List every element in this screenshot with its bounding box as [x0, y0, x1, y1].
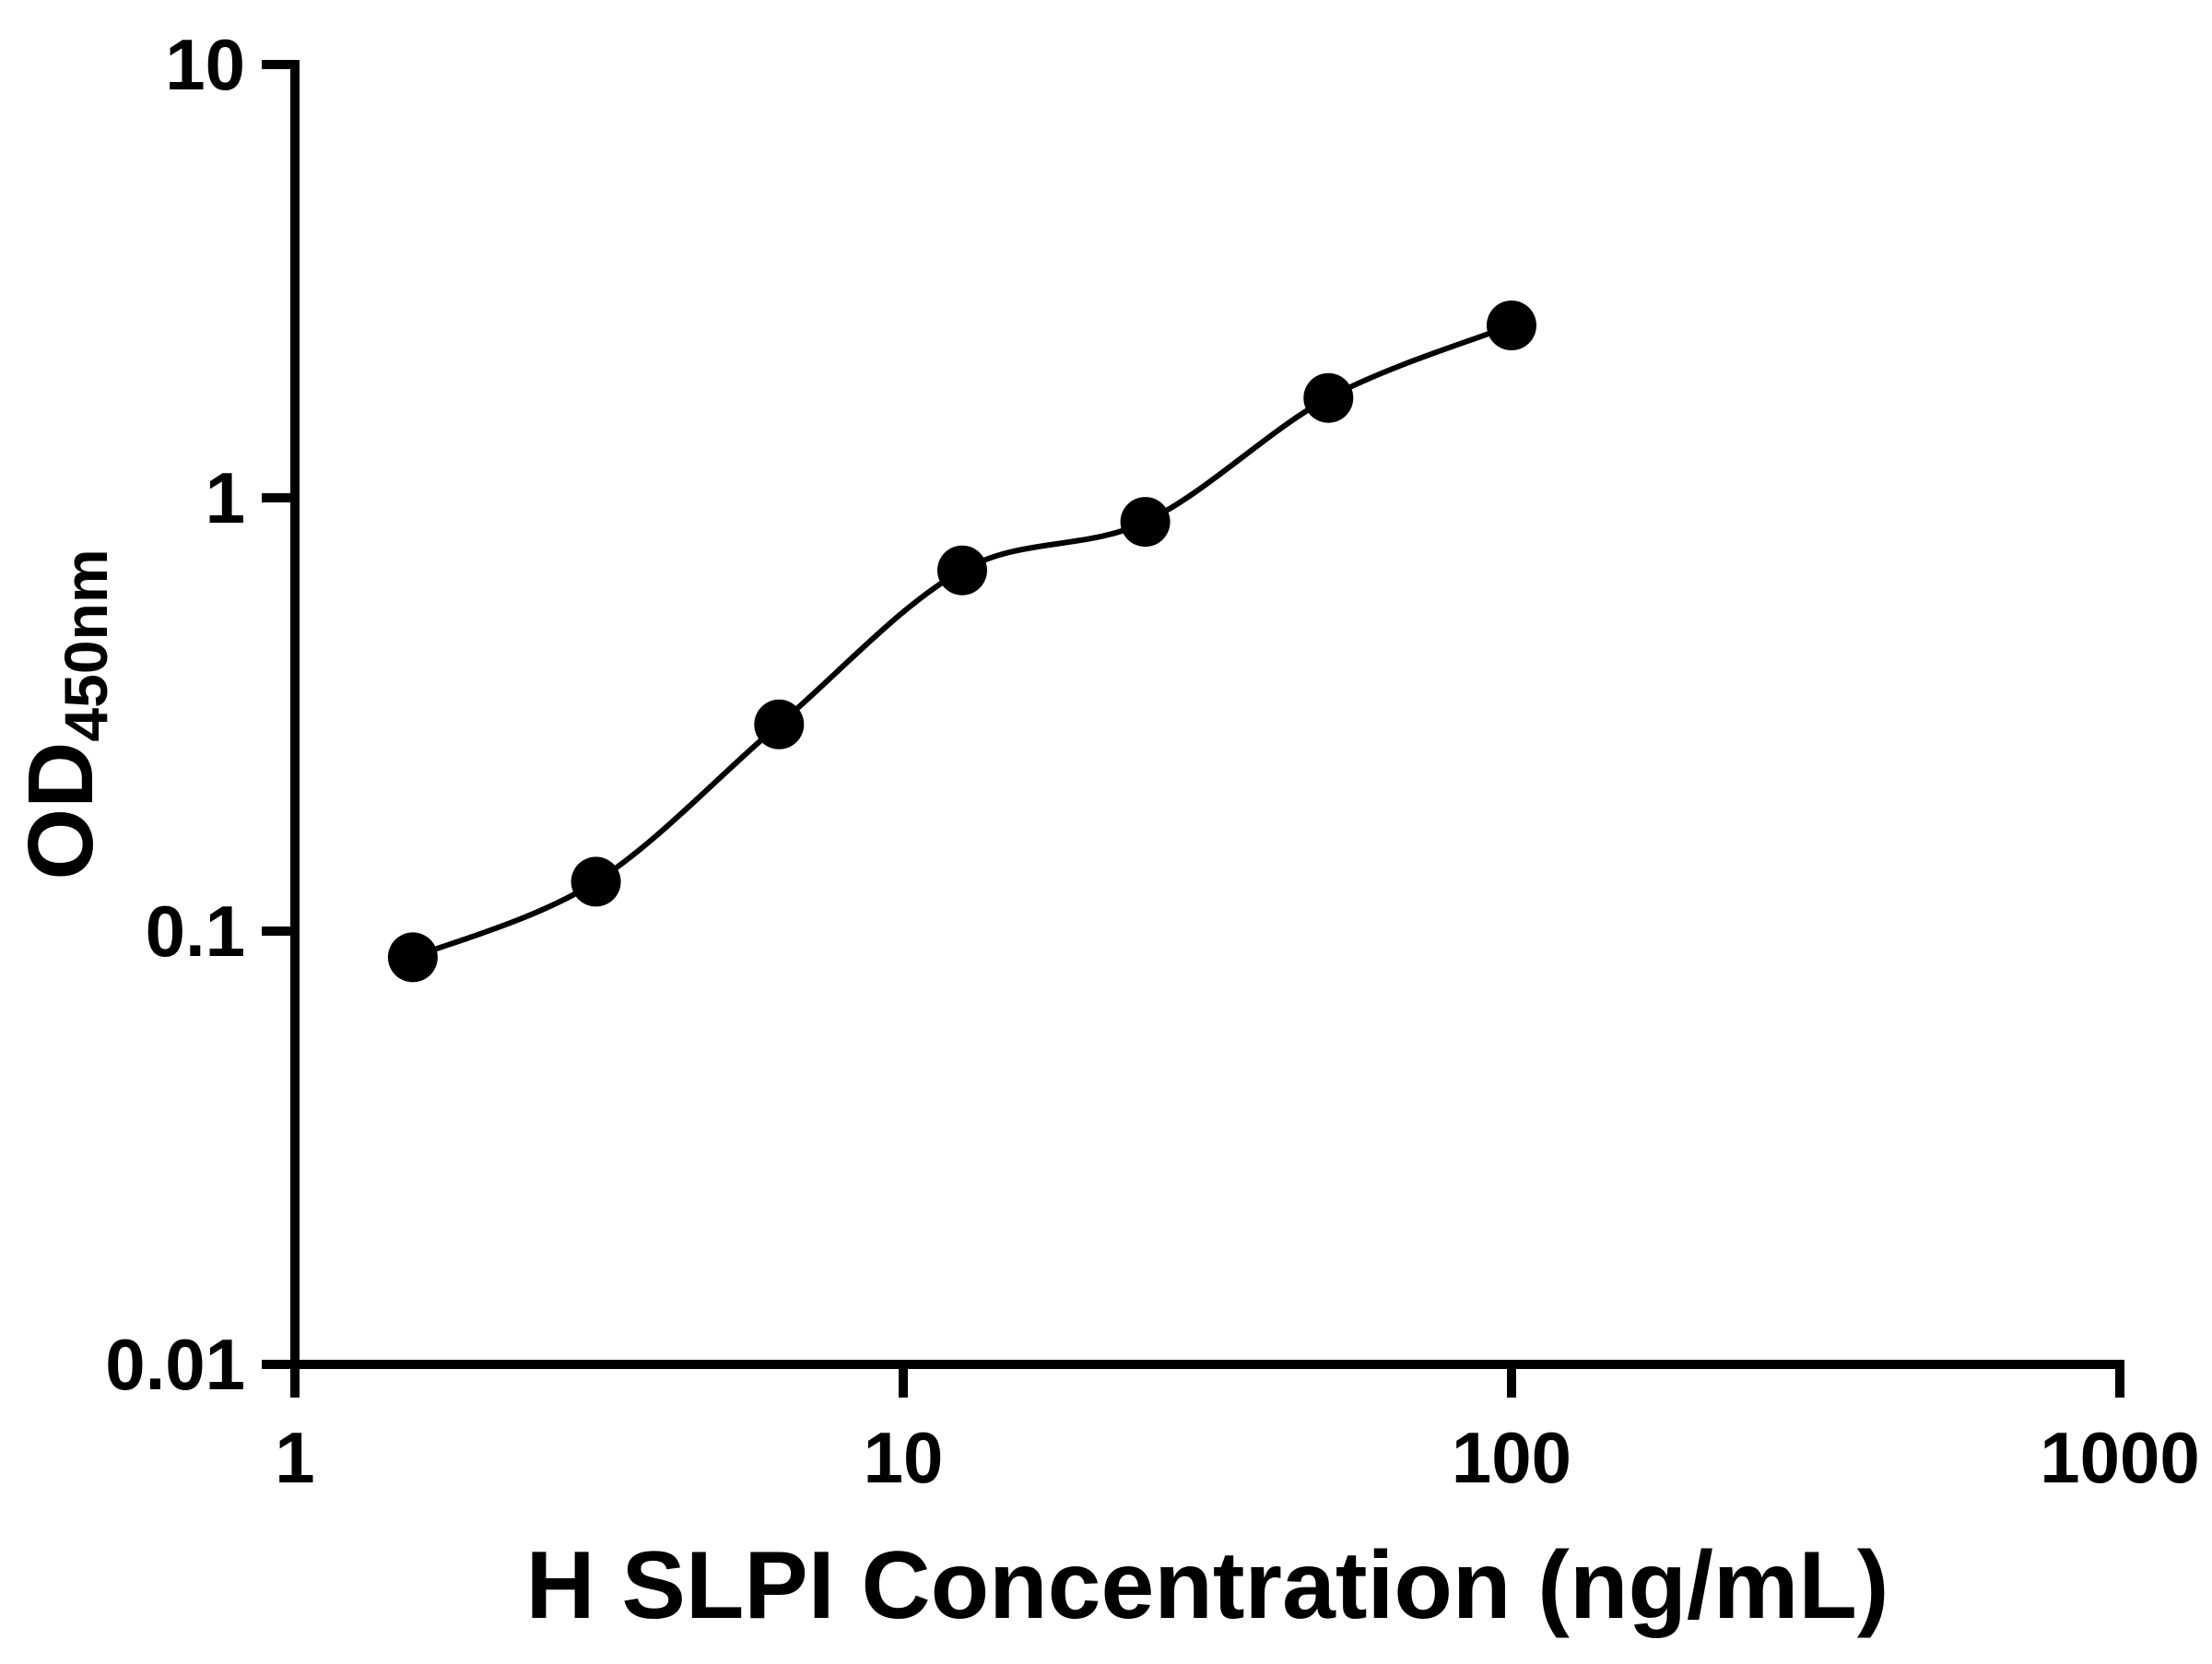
y-tick-label: 0.01 — [105, 1324, 245, 1405]
data-point — [1120, 497, 1171, 548]
tick-labels-layer: 1 10 100 1000 0.01 0.1 1 10 — [105, 24, 2200, 1498]
y-tick-label: 10 — [165, 24, 245, 105]
fit-curve-layer — [411, 323, 1513, 961]
y-axis-title: OD450nm — [9, 549, 120, 879]
tick-marks-layer — [262, 60, 2124, 1398]
x-tick-label: 10 — [864, 1417, 944, 1498]
fit-curve — [411, 323, 1513, 961]
data-point — [754, 699, 805, 749]
y-axis-title-subscript: 450nm — [52, 549, 120, 741]
axes-layer — [290, 60, 2124, 1369]
data-point — [937, 545, 987, 596]
x-tick-label: 1000 — [2040, 1417, 2200, 1498]
x-tick-label: 1 — [275, 1417, 314, 1498]
data-points-layer — [387, 301, 1536, 983]
axis-line — [290, 60, 2124, 1369]
data-point — [1303, 372, 1354, 423]
x-tick-label: 100 — [1452, 1417, 1571, 1498]
y-tick-label: 1 — [206, 457, 245, 538]
x-axis-title: H SLPI Concentration (ng/mL) — [525, 1532, 1888, 1639]
data-point — [571, 856, 621, 907]
y-tick-label: 0.1 — [146, 891, 245, 972]
data-point — [387, 932, 438, 983]
y-axis-title-main: OD — [9, 742, 112, 880]
data-point — [1487, 301, 1536, 350]
